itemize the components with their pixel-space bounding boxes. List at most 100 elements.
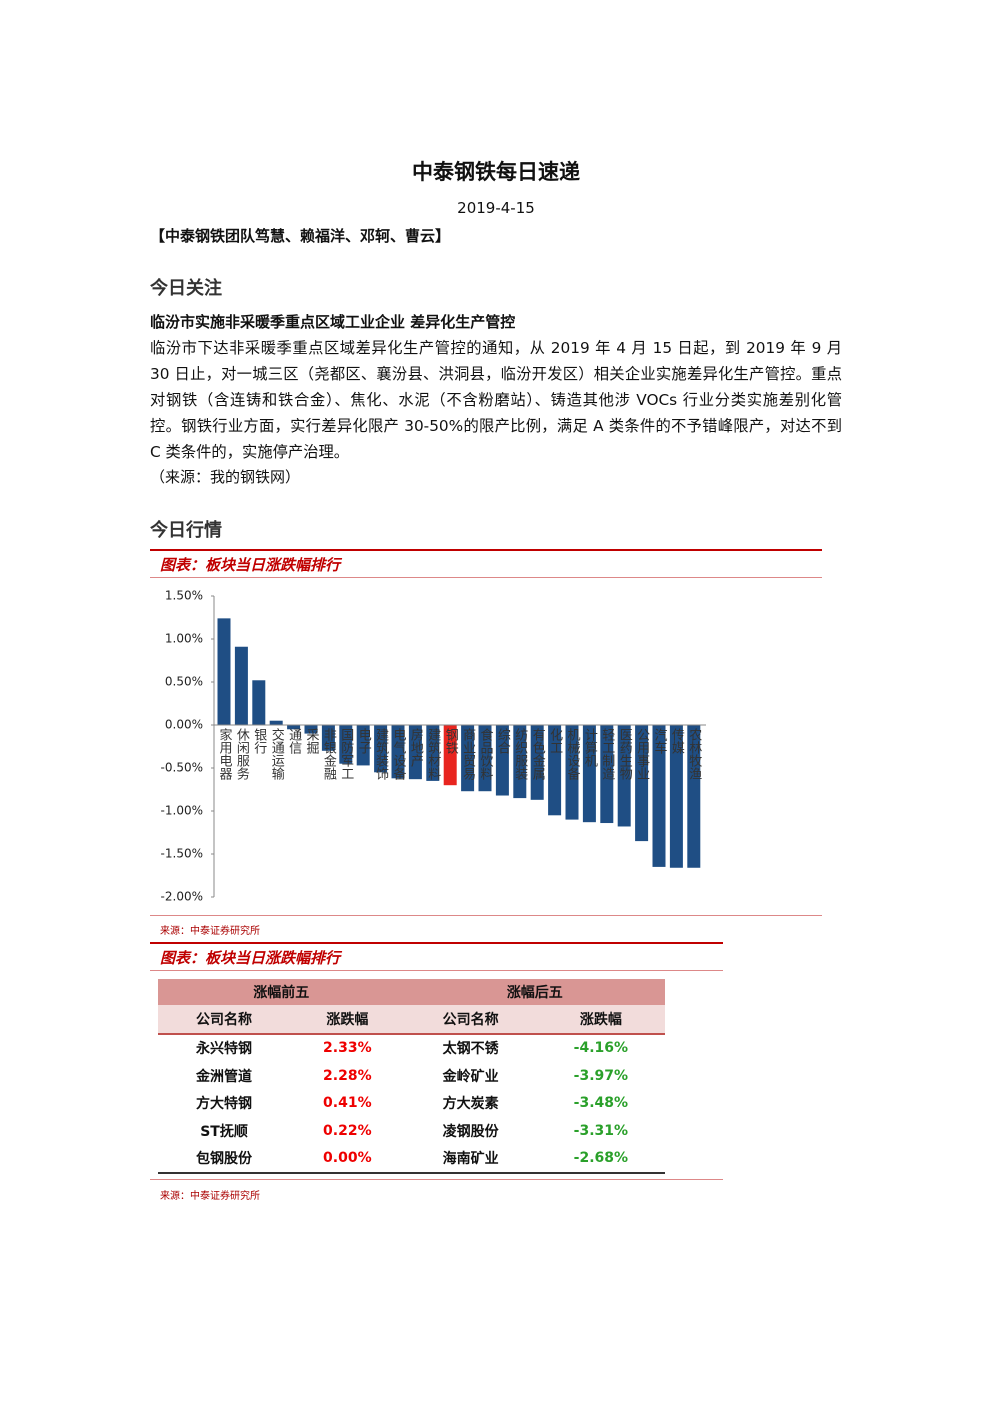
bar [495, 725, 509, 796]
bar [339, 725, 353, 764]
change-cell: -3.97% [573, 1067, 629, 1084]
x-tick-label: 医药生物 [617, 728, 633, 781]
company-cell: 方大特钢 [196, 1096, 253, 1113]
rule [150, 1179, 723, 1180]
doc-title: 中泰钢铁每日速递 [412, 160, 580, 184]
rule [150, 942, 723, 944]
authors: 【中泰钢铁团队笃慧、赖福洋、邓轲、曹云】 [150, 227, 451, 245]
x-tick-label: 国防军工 [338, 728, 354, 780]
news-source: （来源：我的钢铁网） [150, 468, 301, 486]
chart-source: 来源：中泰证券研究所 [160, 926, 260, 937]
x-tick-label: 交通运输 [269, 727, 285, 780]
company-cell: 凌钢股份 [442, 1123, 499, 1140]
x-tick-label: 非银金融 [321, 728, 337, 780]
rule [150, 970, 723, 971]
change-cell: 0.00% [290, 1144, 405, 1174]
bar [443, 725, 457, 786]
x-tick-label: 房地产 [408, 727, 424, 768]
group-header: 涨幅后五 [404, 979, 665, 1005]
bar [513, 725, 527, 799]
x-tick-label: 家用电器 [217, 727, 233, 781]
bar [582, 725, 596, 823]
bar [600, 725, 614, 824]
doc-date: 2019-4-15 [457, 199, 535, 217]
bar [635, 725, 649, 842]
column-header: 涨跌幅 [536, 1005, 665, 1035]
change-cell: 2.28% [323, 1067, 372, 1084]
table-title: 图表：板块当日涨跌幅排行 [160, 949, 341, 967]
company-cell: 金岭矿业 [442, 1068, 499, 1085]
bar [617, 725, 631, 827]
bar [269, 720, 283, 725]
bar [321, 725, 335, 751]
rule [150, 915, 822, 916]
company-cell: 太钢不锈 [442, 1041, 499, 1058]
x-tick-label: 银行 [251, 728, 266, 755]
bar [565, 725, 579, 820]
x-tick-label: 综合 [495, 728, 511, 754]
x-tick-label: 电气设备 [391, 728, 407, 781]
x-tick-label: 休闲服务 [234, 728, 250, 780]
news-body: 临汾市下达非采暖季重点区域差异化生产管控的通知，从 2019 年 4 月 15 … [150, 339, 842, 461]
y-tick-label: 1.50% [165, 589, 203, 603]
x-tick-label: 传媒 [669, 728, 685, 754]
column-header: 涨跌幅 [290, 1005, 405, 1035]
x-tick-label: 电子 [356, 728, 372, 754]
bar [426, 725, 440, 781]
company-cell: 永兴特钢 [196, 1041, 253, 1058]
change-cell: 2.33% [323, 1040, 372, 1057]
y-tick-label: -1.50% [161, 847, 203, 861]
bar [391, 725, 405, 779]
x-tick-label: 商业贸易 [460, 728, 476, 781]
change-cell: -4.16% [573, 1040, 629, 1057]
rule [150, 549, 822, 551]
bar [461, 725, 475, 792]
y-tick-label: 1.00% [165, 632, 203, 646]
group-header: 涨幅前五 [158, 979, 405, 1005]
x-tick-label: 农林牧渔 [686, 728, 702, 780]
y-tick-label: -0.50% [161, 761, 203, 775]
column-header: 公司名称 [158, 1005, 291, 1035]
x-tick-label: 建筑材料 [425, 728, 441, 780]
change-cell: -3.48% [573, 1095, 629, 1112]
bar [548, 725, 562, 816]
table-source: 来源：中泰证券研究所 [160, 1191, 260, 1202]
x-tick-label: 通信 [286, 728, 302, 754]
x-tick-label: 有色金属 [530, 728, 546, 781]
bar [217, 618, 231, 725]
bar [652, 725, 666, 867]
y-tick-label: 0.50% [165, 675, 203, 689]
y-tick-label: -2.00% [161, 890, 203, 904]
change-cell: 0.22% [323, 1122, 372, 1139]
section-heading: 今日关注 [150, 278, 222, 299]
x-tick-label: 机械设备 [565, 728, 581, 781]
bar [252, 680, 266, 725]
change-cell: 0.41% [323, 1095, 372, 1112]
company-cell: 金洲管道 [196, 1068, 253, 1085]
bar [408, 725, 422, 780]
x-tick-label: 化工 [547, 728, 563, 754]
x-tick-label: 建筑装饰 [373, 728, 389, 780]
bar [669, 725, 683, 868]
bar [304, 725, 318, 734]
x-tick-label: 采掘 [304, 728, 320, 754]
company-cell: 海南矿业 [404, 1144, 537, 1174]
y-tick-label: -1.00% [161, 804, 203, 818]
bar [287, 725, 301, 730]
chart-title: 图表：板块当日涨跌幅排行 [160, 556, 341, 574]
change-cell: -2.68% [536, 1144, 665, 1174]
x-tick-label: 计算机 [582, 728, 598, 768]
bar [374, 725, 388, 773]
bar [478, 725, 492, 792]
chart: 1.50% 1.00% 0.50% 0.00% -0.50% -1.00% -1.50% -2… [161, 589, 706, 904]
stock-table: 涨幅前五 涨幅后五 公司名称 涨跌幅 公司名称 涨跌幅 永兴特钢 2.33% 太钢不锈 -4.… [158, 979, 665, 1174]
x-tick-label: 钢铁 [443, 728, 459, 754]
bar [356, 725, 370, 766]
rule [150, 577, 822, 578]
company-cell: 包钢股份 [158, 1144, 291, 1174]
y-tick-label: 0.00% [165, 718, 203, 732]
section-heading: 今日行情 [150, 520, 222, 541]
bar [687, 725, 701, 868]
news-title: 临汾市实施非采暖季重点区域工业企业 差异化生产管控 [150, 313, 516, 331]
company-cell: ST抚顺 [200, 1123, 248, 1140]
